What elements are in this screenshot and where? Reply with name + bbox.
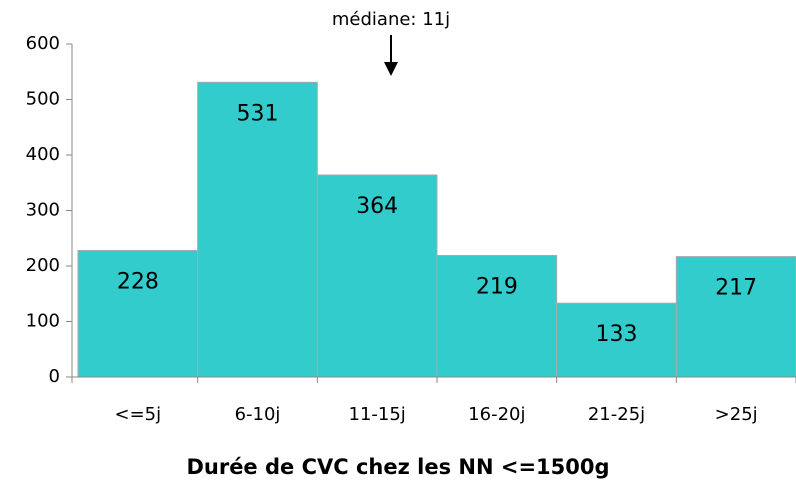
- data-label: 228: [117, 269, 159, 294]
- data-label: 364: [356, 194, 398, 219]
- annotation-arrowhead: [384, 62, 398, 76]
- bar: [197, 81, 318, 378]
- x-tick-label: 11-15j: [349, 404, 406, 425]
- y-tick-label: 400: [26, 144, 60, 165]
- x-tick-label: >25j: [715, 404, 758, 425]
- x-tick-label: <=5j: [115, 404, 162, 425]
- data-label: 219: [476, 274, 518, 299]
- annotation: médiane: 11j: [332, 9, 450, 30]
- x-tick-label: 21-25j: [588, 404, 645, 425]
- y-tick-label: 600: [26, 33, 60, 54]
- y-tick-label: 300: [26, 200, 60, 221]
- y-tick-label: 500: [26, 89, 60, 110]
- y-tick-label: 100: [26, 311, 60, 332]
- x-tick-label: 16-20j: [468, 404, 525, 425]
- y-tick-label: 200: [26, 255, 60, 276]
- y-tick-label: 0: [49, 366, 60, 387]
- data-label: 531: [237, 101, 279, 126]
- data-label: 133: [596, 322, 638, 347]
- x-axis-label: Durée de CVC chez les NN <=1500g: [186, 455, 609, 479]
- data-label: 217: [715, 276, 757, 301]
- x-tick-label: 6-10j: [235, 404, 281, 425]
